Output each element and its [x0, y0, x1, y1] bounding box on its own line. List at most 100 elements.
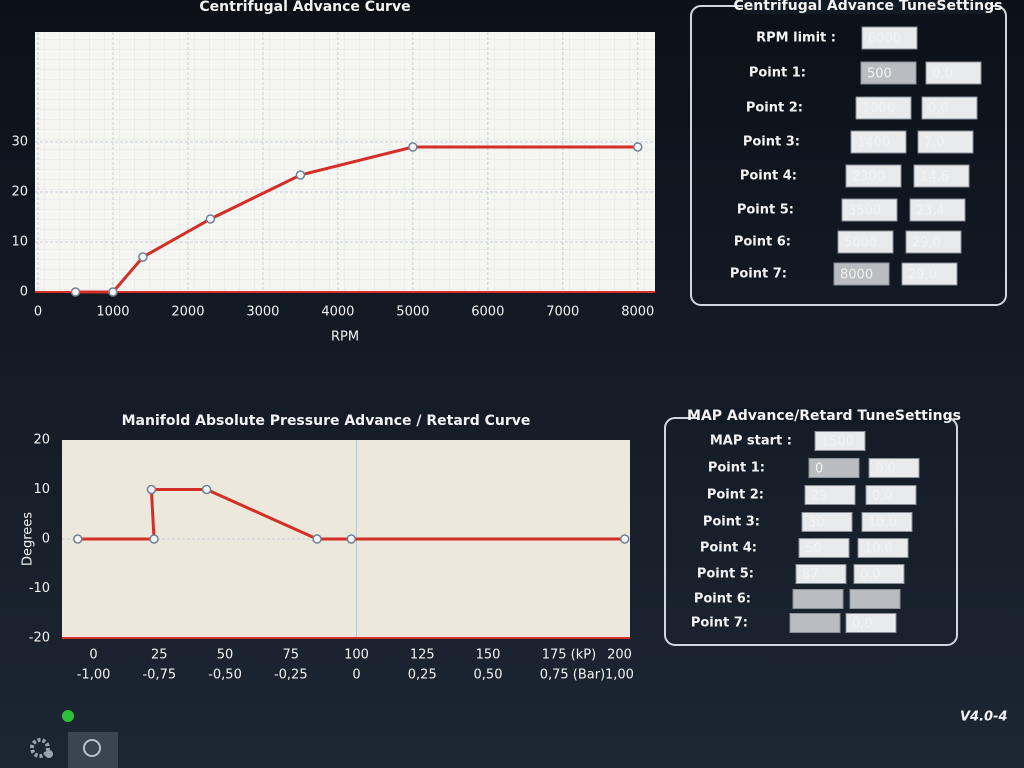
text-input[interactable]: 50 [798, 538, 850, 558]
settings-button[interactable] [30, 738, 53, 758]
curve-point [295, 170, 306, 180]
curve-point [70, 287, 81, 297]
text-input[interactable]: 10,0 [857, 538, 909, 558]
text-input[interactable]: 29,0 [901, 262, 958, 286]
panel-title-bg [743, 0, 993, 14]
input-box [868, 458, 920, 478]
x2-tick-label: 0 [352, 668, 360, 683]
x2-tick-label: -0,25 [274, 668, 308, 683]
x2-tick-label: 0,50 [474, 668, 503, 683]
field-label: Point 5: [697, 567, 754, 582]
input-box [855, 96, 912, 120]
input-box [913, 164, 970, 188]
text-input[interactable]: 3500 [841, 198, 898, 222]
chart-title: Manifold Absolute Pressure Advance / Ret… [122, 413, 531, 429]
x-tick-label: 50 [217, 648, 234, 663]
input-box [789, 613, 841, 633]
y-tick-label: 20 [33, 433, 50, 448]
x-tick-label: 5000 [396, 305, 429, 320]
input-box [865, 485, 917, 505]
input-value: 10,0 [864, 542, 893, 557]
x-tick-label: 0 [89, 648, 97, 663]
x-tick-label: 2000 [171, 305, 204, 320]
text-input[interactable]: 0,0 [925, 61, 982, 85]
panel-title-bg [699, 408, 949, 424]
text-input[interactable]: 0,0 [845, 613, 897, 633]
text-input[interactable]: 1400 [850, 130, 907, 154]
text-input[interactable]: 5000 [837, 230, 894, 254]
text-input[interactable]: 0,0 [868, 458, 920, 478]
text-input[interactable]: 10,0 [861, 512, 913, 532]
input-box [841, 198, 898, 222]
text-input [849, 589, 901, 609]
text-input[interactable]: 2300 [845, 164, 902, 188]
x-tick-label: 125 [410, 648, 435, 663]
text-input[interactable]: 14,6 [913, 164, 970, 188]
curve-point [201, 484, 212, 495]
input-value: 1500 [821, 435, 854, 450]
text-input[interactable]: 87 [795, 564, 847, 584]
input-value: 0,0 [852, 617, 873, 632]
field-label: Point 1: [708, 461, 765, 476]
text-input[interactable]: 29,0 [905, 230, 962, 254]
x2-tick-label: -0,75 [142, 668, 176, 683]
input-value: 10,0 [868, 516, 897, 531]
text-input[interactable]: 0,0 [865, 485, 917, 505]
input-value: 500 [867, 67, 892, 82]
input-value: 0,0 [860, 568, 881, 583]
curve-point [73, 534, 83, 544]
input-box [921, 96, 978, 120]
panel-title: Centrifugal Advance TuneSettings [734, 0, 1003, 14]
x-tick-label: 150 [476, 648, 501, 663]
field-label: Point 6: [734, 235, 791, 250]
text-input[interactable]: 0,0 [921, 96, 978, 120]
text-input[interactable]: 7,0 [917, 130, 974, 154]
field-label: Point 4: [700, 541, 757, 556]
y-tick-label: 10 [33, 482, 50, 497]
input-box [795, 564, 847, 584]
curve-point [633, 142, 643, 152]
curve-point [149, 534, 159, 544]
input-box [925, 61, 982, 85]
text-input: 500 [860, 61, 917, 85]
input-value: 29,0 [908, 268, 937, 283]
curve-point [205, 214, 216, 224]
field-label: Point 7: [730, 267, 787, 282]
field-label: RPM limit : [756, 31, 836, 46]
text-input[interactable]: 23,4 [909, 198, 966, 222]
text-input[interactable]: 29 [804, 485, 856, 505]
input-value: 23,4 [916, 204, 945, 219]
text-input[interactable]: 1500 [814, 431, 866, 451]
x-tick-label: 4000 [321, 305, 354, 320]
text-input: 8000 [833, 262, 890, 286]
input-value: 30 [808, 516, 825, 531]
curve-point [619, 534, 630, 544]
connect-button[interactable] [68, 732, 118, 768]
text-input[interactable]: 1000 [855, 96, 912, 120]
input-value: 0,0 [875, 462, 896, 477]
text-input[interactable]: 0,0 [853, 564, 905, 584]
input-box [901, 262, 958, 286]
x2-tick-label: 1,00 [605, 668, 634, 683]
field-label: Point 6: [694, 592, 751, 607]
text-input[interactable]: 6000 [861, 26, 918, 50]
field-label: Point 4: [740, 169, 797, 184]
curve-point [408, 142, 418, 152]
x-tick-label: 0 [34, 305, 42, 320]
input-box [814, 431, 866, 451]
input-value: 0 [815, 462, 823, 477]
input-value: 29,0 [912, 236, 941, 251]
input-box [804, 485, 856, 505]
input-value: 87 [802, 568, 819, 583]
input-value: 0,0 [928, 102, 949, 117]
curve-point [108, 287, 118, 297]
input-box [792, 589, 844, 609]
input-box [808, 458, 860, 478]
text-input[interactable]: 30 [801, 512, 853, 532]
input-box [860, 61, 917, 85]
x-tick-label: 8000 [621, 305, 654, 320]
input-value: 0,0 [872, 489, 893, 504]
curve-point [312, 534, 322, 544]
input-value: 1400 [857, 136, 890, 151]
field-label: Point 2: [746, 101, 803, 116]
